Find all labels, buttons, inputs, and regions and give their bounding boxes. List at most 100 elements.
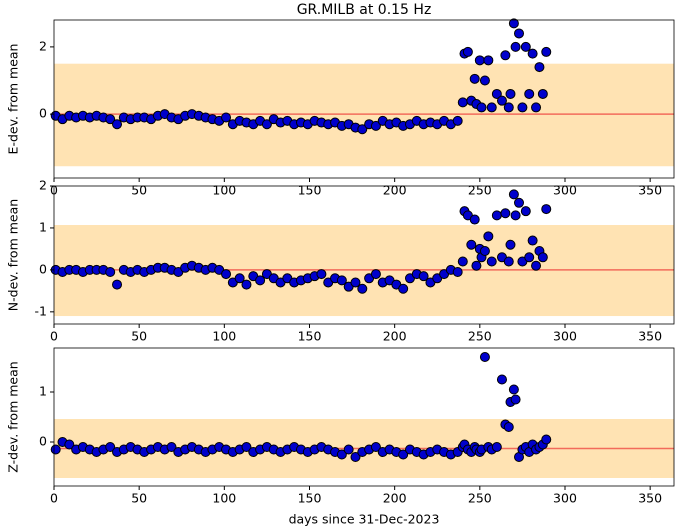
point xyxy=(316,269,327,280)
point xyxy=(520,206,531,217)
point xyxy=(105,266,116,277)
point xyxy=(491,210,502,221)
point xyxy=(500,208,511,219)
point xyxy=(466,239,477,250)
point xyxy=(527,235,538,246)
x-tick-label: 300 xyxy=(553,491,577,506)
point xyxy=(350,452,361,462)
point xyxy=(50,444,61,455)
point xyxy=(508,189,519,200)
point xyxy=(357,124,368,135)
point xyxy=(505,239,516,250)
point xyxy=(510,210,521,221)
x-tick-label: 200 xyxy=(383,329,407,344)
point xyxy=(221,269,232,280)
point xyxy=(503,422,514,432)
point xyxy=(514,197,524,208)
x-tick-label: 100 xyxy=(212,491,236,506)
point xyxy=(241,442,252,452)
x-tick-label: 350 xyxy=(638,329,662,344)
point xyxy=(452,115,463,126)
point xyxy=(370,442,381,452)
point xyxy=(350,277,361,288)
point xyxy=(510,394,521,405)
point xyxy=(452,266,463,277)
x-tick-label: 50 xyxy=(131,491,147,506)
y-tick-label: 2 xyxy=(39,38,47,53)
point xyxy=(541,434,552,445)
point xyxy=(343,444,354,455)
point xyxy=(508,384,519,395)
point xyxy=(418,271,429,282)
point xyxy=(112,279,123,290)
y-tick-label: -1 xyxy=(35,303,47,318)
axes-frame xyxy=(53,185,675,325)
x-axis-label: days since 31-Dec-2023 xyxy=(289,512,440,527)
point xyxy=(491,88,502,99)
point xyxy=(471,260,482,271)
y-tick-label: 0 xyxy=(39,261,47,276)
axes-frame xyxy=(53,347,675,487)
point xyxy=(469,214,480,225)
x-tick-label: 250 xyxy=(468,183,492,198)
point xyxy=(486,102,497,113)
point xyxy=(234,273,245,284)
point xyxy=(336,275,347,286)
x-tick-label: 50 xyxy=(131,329,147,344)
point xyxy=(479,246,490,257)
y-axis-label: Z-dev. from mean xyxy=(6,361,21,472)
point xyxy=(476,102,487,113)
x-tick-label: 200 xyxy=(383,183,407,198)
point xyxy=(336,449,347,460)
y-tick-label: 1 xyxy=(39,384,47,399)
point xyxy=(531,102,542,113)
x-tick-label: 150 xyxy=(298,329,322,344)
y-axis-label: N-dev. from mean xyxy=(6,199,21,311)
point xyxy=(105,442,116,452)
point xyxy=(479,352,490,362)
point xyxy=(112,119,123,130)
axes-frame xyxy=(53,19,675,179)
point xyxy=(479,75,490,86)
point xyxy=(370,120,381,131)
point xyxy=(457,256,468,267)
point xyxy=(496,374,507,385)
point xyxy=(457,97,468,108)
point xyxy=(105,114,116,125)
point xyxy=(483,55,494,66)
point xyxy=(524,88,535,99)
point xyxy=(505,88,516,99)
point xyxy=(508,18,519,29)
x-tick-label: 350 xyxy=(638,183,662,198)
point xyxy=(370,269,381,280)
point xyxy=(541,46,552,57)
point xyxy=(503,102,514,113)
x-tick-label: 0 xyxy=(50,329,58,344)
point xyxy=(462,46,473,57)
point xyxy=(469,73,480,84)
x-tick-label: 300 xyxy=(553,183,577,198)
point xyxy=(531,260,542,271)
y-tick-label: 0 xyxy=(39,106,47,121)
point xyxy=(527,48,538,59)
point xyxy=(510,41,521,52)
point xyxy=(486,256,497,267)
point xyxy=(357,283,368,294)
x-tick-label: 100 xyxy=(212,183,236,198)
point xyxy=(474,55,485,66)
x-tick-label: 0 xyxy=(50,491,58,506)
x-tick-label: 50 xyxy=(131,183,147,198)
x-tick-label: 200 xyxy=(383,491,407,506)
point xyxy=(524,252,535,263)
point xyxy=(398,283,409,294)
point xyxy=(398,449,409,460)
point xyxy=(261,119,272,130)
point xyxy=(541,204,552,215)
x-tick-label: 300 xyxy=(553,329,577,344)
point xyxy=(514,28,524,39)
x-tick-label: 150 xyxy=(298,491,322,506)
x-tick-label: 250 xyxy=(468,491,492,506)
point xyxy=(496,95,507,106)
point xyxy=(517,102,528,113)
